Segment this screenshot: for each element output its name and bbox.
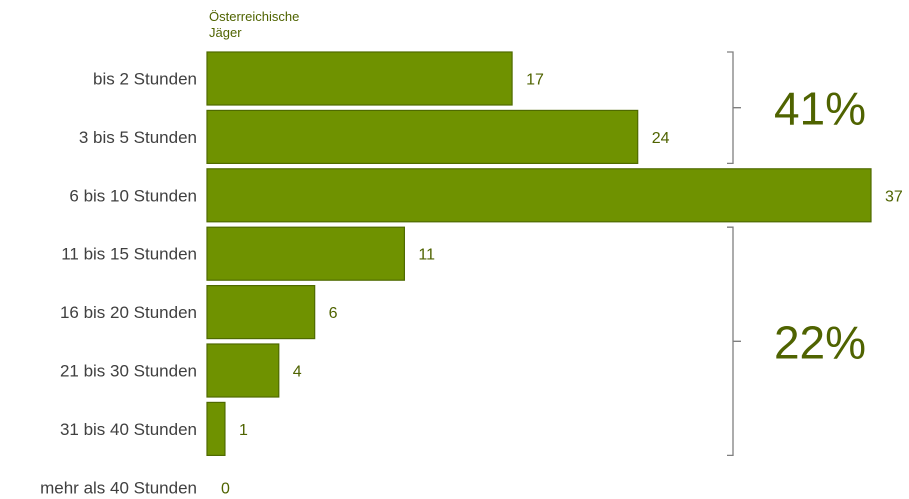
bar — [206, 109, 639, 165]
category-label: mehr als 40 Stunden — [40, 478, 197, 497]
value-label: 11 — [418, 247, 435, 264]
value-label: 4 — [293, 364, 302, 381]
category-axis: bis 2 Stunden 3 bis 5 Stunden 6 bis 10 Stu… — [40, 70, 197, 498]
value-label: 24 — [652, 130, 670, 147]
value-label: 0 — [221, 480, 230, 497]
category-label: 31 bis 40 Stunden — [60, 420, 197, 439]
bar — [206, 226, 406, 281]
category-label: 3 bis 5 Stunden — [79, 128, 197, 147]
category-label: 21 bis 30 Stunden — [60, 362, 197, 381]
legend: Österreichische Jäger — [209, 9, 299, 40]
annotation-bracket — [727, 51, 741, 165]
percentage-annotation: 41% — [774, 83, 866, 135]
legend-line-1: Österreichische — [209, 9, 299, 24]
bar-series — [206, 51, 872, 456]
bar — [206, 343, 280, 398]
category-label: 6 bis 10 Stunden — [69, 186, 197, 205]
annotation-brackets: 41% 22% — [727, 51, 866, 457]
bar — [206, 401, 226, 456]
category-label: 11 bis 15 Stunden — [61, 245, 197, 264]
bar — [206, 285, 316, 340]
bar — [206, 51, 513, 106]
value-label: 37 — [885, 188, 903, 205]
annotation-bracket — [727, 226, 741, 457]
category-label: 16 bis 20 Stunden — [60, 303, 197, 322]
value-label: 17 — [526, 72, 544, 89]
value-label: 6 — [329, 305, 338, 322]
percentage-annotation: 22% — [774, 316, 866, 368]
legend-line-2: Jäger — [209, 25, 242, 40]
category-label: bis 2 Stunden — [93, 70, 197, 89]
value-labels: 17 24 37 11 6 4 1 0 — [221, 72, 903, 498]
bar — [206, 168, 872, 223]
value-label: 1 — [239, 422, 248, 439]
